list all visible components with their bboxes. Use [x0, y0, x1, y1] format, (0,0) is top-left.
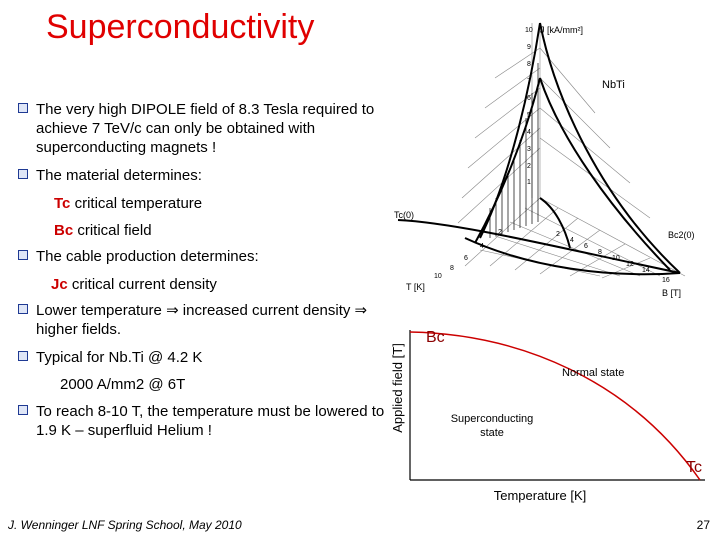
bullet-typical-nbti: Typical for Nb.Ti @ 4.2 K — [18, 348, 398, 367]
t-tick: 6 — [464, 255, 468, 262]
t-axis-label: T [K] — [406, 282, 425, 292]
bullet-cable: The cable production determines: — [18, 247, 398, 266]
y-axis-label: Applied field [T] — [390, 343, 405, 433]
superconducting-state-label: Superconducting state — [451, 413, 534, 439]
j-tick: 6 — [527, 95, 531, 102]
bullet-square-icon — [18, 250, 28, 260]
bullet-square-icon — [18, 304, 28, 314]
j-tick: 8 — [527, 61, 531, 68]
b-tick: 8 — [598, 249, 602, 256]
tc0-label: Tc(0) — [394, 210, 414, 220]
t-tick: 10 — [434, 273, 442, 280]
bullet-square-icon — [18, 103, 28, 113]
material-label: NbTi — [602, 79, 625, 91]
critical-field-curve — [409, 331, 701, 481]
page-number: 27 — [696, 518, 710, 532]
b-tick: 2 — [556, 231, 560, 238]
bullet-square-icon — [18, 405, 28, 415]
slide-title: Superconductivity — [46, 8, 315, 46]
bc-definition: Bc critical field — [54, 222, 152, 239]
j-tick: 2 — [527, 163, 531, 170]
j-tick: 4 — [527, 129, 531, 136]
b-tick: 14 — [642, 267, 650, 274]
j-tick: 5 — [527, 112, 531, 119]
bc20-label: Bc2(0) — [668, 230, 695, 240]
phase-diagram: Bc Tc Normal state Superconducting state … — [390, 329, 705, 503]
j-tick: 1 — [527, 179, 531, 186]
x-axis-label: Temperature [K] — [494, 488, 587, 503]
t-tick: 8 — [450, 265, 454, 272]
tc-definition: Tc critical temperature — [54, 195, 203, 212]
b-tick: 6 — [584, 243, 588, 250]
jc-definition: Jc critical current density — [51, 276, 217, 293]
b-axis-label: B [T] — [662, 288, 681, 298]
bullet-material: The material determines: — [18, 166, 398, 185]
bullet-superfluid-helium: To reach 8-10 T, the temperature must be… — [18, 402, 398, 440]
bullet-dipole-field: The very high DIPOLE field of 8.3 Tesla … — [18, 100, 398, 157]
normal-state-label: Normal state — [562, 367, 624, 379]
nbti-critical-surface-plot: J [kA/mm²] NbTi Tc(0) Bc2(0) T [K] B [T]… — [394, 22, 695, 298]
b-tick: 16 — [662, 277, 670, 284]
footer-credit: J. Wenninger LNF Spring School, May 2010 — [8, 518, 242, 532]
j-tick: 9 — [527, 44, 531, 51]
bc-label: Bc — [426, 329, 445, 346]
j-tick: 10 — [525, 27, 533, 34]
t-tick: 2 — [498, 229, 502, 236]
b-tick: 12 — [626, 261, 634, 268]
b-tick: 4 — [570, 237, 574, 244]
j-axis-label: J [kA/mm²] — [540, 25, 583, 35]
b-tick: 10 — [612, 255, 620, 262]
bullet-lower-temperature: Lower temperature ⇒ increased current de… — [18, 301, 398, 339]
j-tick: 7 — [527, 78, 531, 85]
typical-value: 2000 A/mm2 @ 6T — [60, 376, 186, 393]
j-tick: 3 — [527, 146, 531, 153]
tc-label: Tc — [686, 459, 702, 476]
bullet-square-icon — [18, 351, 28, 361]
bullet-square-icon — [18, 169, 28, 179]
t-tick: 4 — [480, 243, 484, 250]
